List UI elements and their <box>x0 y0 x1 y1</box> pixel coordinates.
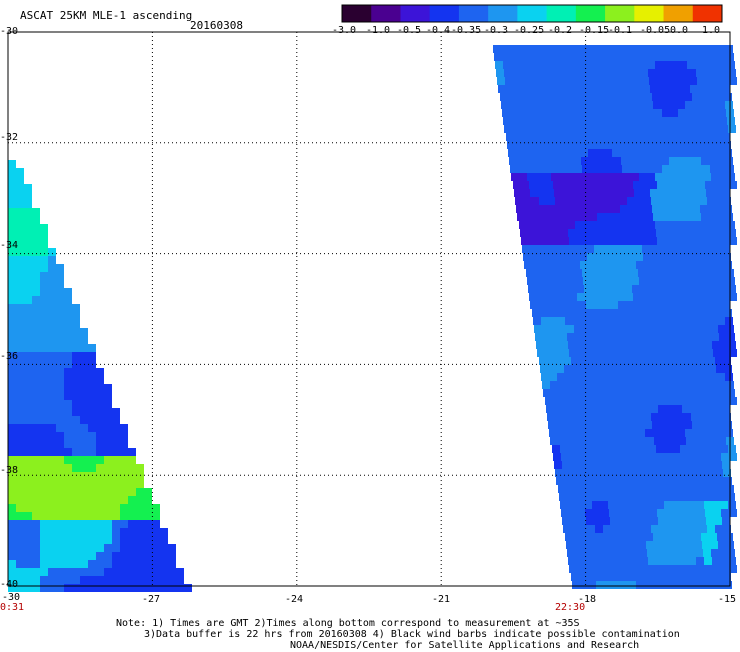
colorbar-label-0: -3.0 <box>332 25 357 36</box>
colorbar <box>341 4 723 23</box>
x-tick-label-3: -21 <box>432 594 451 605</box>
y-tick-label-3: -36 <box>0 351 19 362</box>
y-tick-label-4: -38 <box>0 465 19 476</box>
note-line-3: NOAA/NESDIS/Center for Satellite Applica… <box>290 640 640 651</box>
left-swath <box>8 160 192 592</box>
x-tick-label-0: -30 <box>2 592 21 603</box>
colorbar-frame <box>341 4 723 23</box>
colorbar-label-8: -0.15 <box>579 25 610 36</box>
y-tick-label-2: -34 <box>0 240 19 251</box>
note-line-1: Note: 1) Times are GMT 2)Times along bot… <box>116 618 580 629</box>
colorbar-label-5: -0.3 <box>484 25 509 36</box>
colorbar-segment-8 <box>575 5 606 22</box>
colorbar-segment-4 <box>458 5 489 22</box>
y-tick-label-1: -32 <box>0 132 19 143</box>
colorbar-segment-2 <box>400 5 431 22</box>
colorbar-segment-1 <box>371 5 401 22</box>
time-label-right: 22:30 <box>555 602 586 613</box>
graticule <box>8 32 730 586</box>
map-frame <box>7 31 731 587</box>
colorbar-segment-10 <box>634 5 665 22</box>
note-line-2: 3)Data buffer is 22 hrs from 20160308 4)… <box>144 629 680 640</box>
colorbar-label-7: -0.2 <box>548 25 573 36</box>
colorbar-label-1: -1.0 <box>366 25 391 36</box>
y-tick-label-0: -30 <box>0 26 19 37</box>
x-tick-label-4: -18 <box>578 594 597 605</box>
right-swath <box>493 45 737 589</box>
colorbar-label-9: -0.1 <box>608 25 633 36</box>
colorbar-label-4: -0.35 <box>451 25 482 36</box>
colorbar-segment-3 <box>429 5 460 22</box>
colorbar-label-3: -0.4 <box>426 25 451 36</box>
colorbar-segment-0 <box>342 5 372 22</box>
colorbar-label-12: 1.0 <box>702 25 721 36</box>
map-date: 20160308 <box>190 19 243 32</box>
colorbar-segment-7 <box>546 5 577 22</box>
map-plot <box>7 31 737 592</box>
colorbar-segment-9 <box>605 5 635 22</box>
colorbar-segment-6 <box>517 5 548 22</box>
x-tick-label-2: -24 <box>285 594 304 605</box>
colorbar-label-6: -0.25 <box>514 25 545 36</box>
colorbar-label-11: 0.0 <box>670 25 689 36</box>
colorbar-segment-11 <box>663 5 694 22</box>
colorbar-segment-12 <box>692 5 723 22</box>
colorbar-label-2: -0.5 <box>397 25 422 36</box>
x-tick-label-1: -27 <box>142 594 161 605</box>
map-title: ASCAT 25KM MLE-1 ascending <box>20 9 193 22</box>
y-tick-label-5: -40 <box>0 579 19 590</box>
colorbar-label-10: -0.05 <box>640 25 671 36</box>
time-label-left: 0:31 <box>0 602 25 613</box>
colorbar-segment-5 <box>488 5 518 22</box>
x-tick-label-5: -15 <box>718 594 737 605</box>
